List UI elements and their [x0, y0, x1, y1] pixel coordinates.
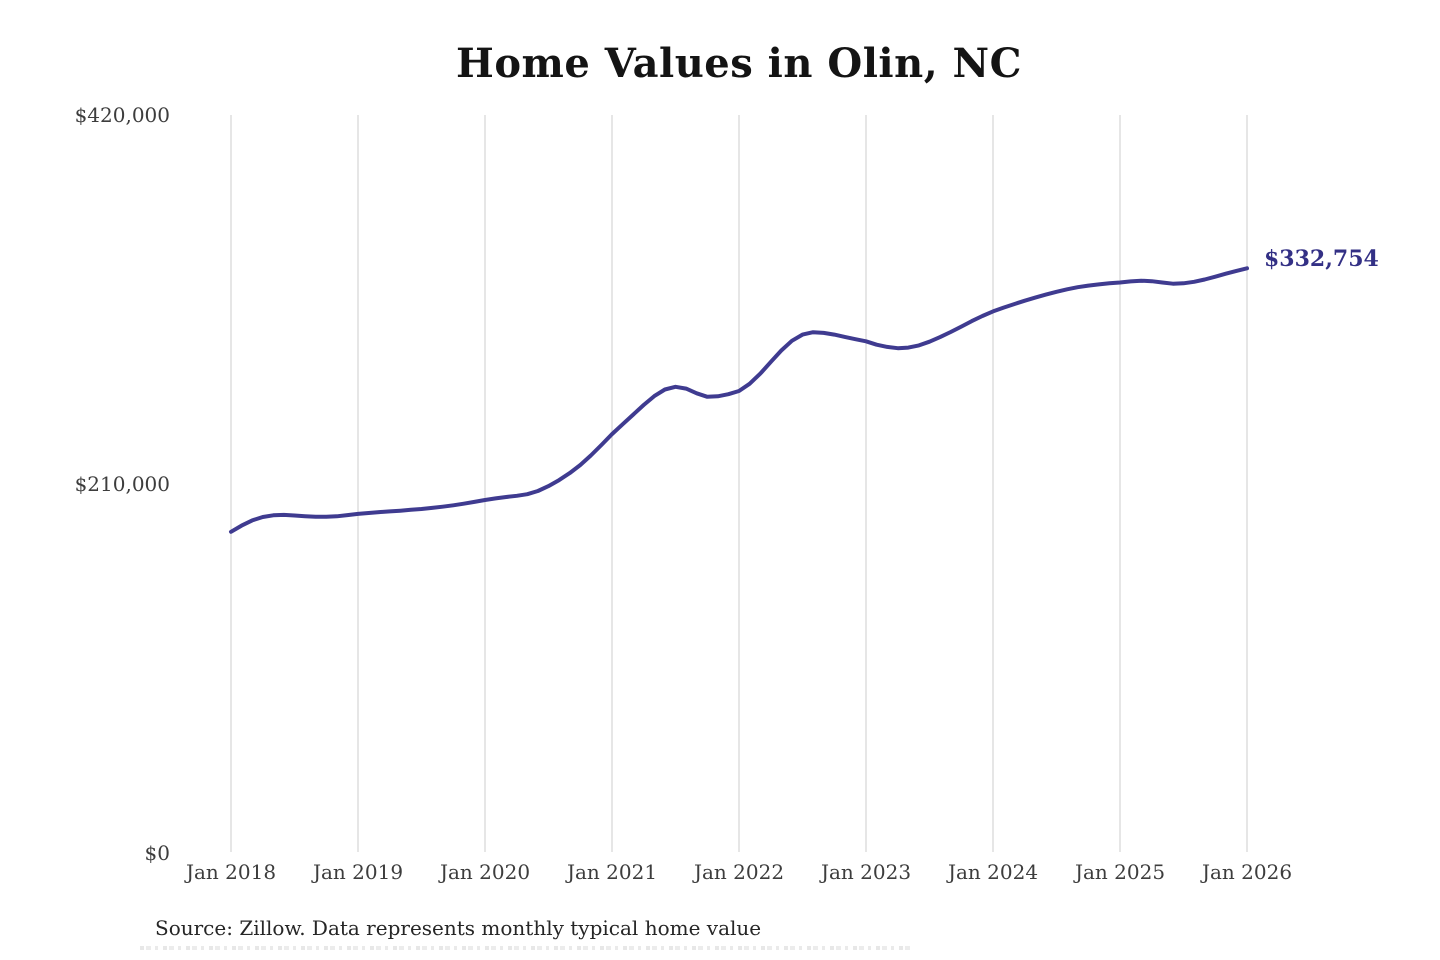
x-tick-label: Jan 2019 [312, 860, 404, 884]
chart-title: Home Values in Olin, NC [456, 40, 1022, 87]
y-tick-label: $0 [144, 841, 170, 865]
y-axis: $420,000 $210,000 $0 [0, 0, 170, 960]
latest-value-label: $332,754 [1264, 246, 1379, 273]
x-tick-label: Jan 2021 [566, 860, 658, 884]
x-tick-label: Jan 2026 [1201, 860, 1293, 884]
cropped-footnote-strip [140, 946, 910, 950]
source-note: Source: Zillow. Data represents monthly … [155, 916, 762, 940]
x-tick-label: Jan 2024 [947, 860, 1039, 884]
y-tick-label: $420,000 [74, 103, 170, 127]
x-tick-label: Jan 2023 [820, 860, 912, 884]
x-tick-label: Jan 2018 [185, 860, 277, 884]
x-tick-label: Jan 2025 [1074, 860, 1166, 884]
home-value-line [229, 266, 1249, 534]
x-tick-label: Jan 2020 [439, 860, 531, 884]
y-tick-label: $210,000 [74, 472, 170, 496]
x-tick-label: Jan 2022 [693, 860, 785, 884]
